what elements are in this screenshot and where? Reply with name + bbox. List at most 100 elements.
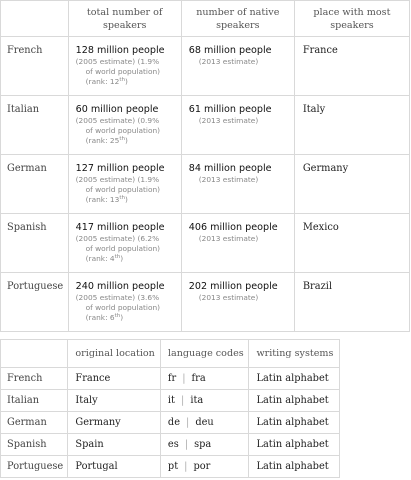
rank-prefix: (rank: 4: [85, 254, 115, 263]
language-name: Portuguese: [7, 281, 64, 292]
language-name: Italian: [0, 389, 69, 412]
native-speakers-block: 61 million people (2013 estimate): [182, 96, 294, 126]
total-speakers-value: 240 million people: [75, 281, 165, 292]
total-speakers-value: 417 million people: [75, 222, 165, 233]
native-speakers-block: 84 million people (2013 estimate): [182, 155, 294, 185]
world-population-note: of world population): [85, 303, 161, 312]
total-speakers-block: 240 million people (2005 estimate) (3.6% o…: [69, 273, 181, 323]
language-cell: Portuguese: [0, 272, 69, 332]
native-estimate-note: (2013 estimate): [198, 234, 259, 243]
total-estimate-note: (2005 estimate) (0.9%: [75, 116, 160, 125]
rank-note: (rank: 6th): [76, 313, 181, 323]
native-speakers-value: 84 million people: [188, 163, 272, 174]
place-cell: Italy: [293, 95, 411, 155]
writing-system: Latin alphabet: [248, 433, 340, 456]
writing-system: Latin alphabet: [248, 389, 340, 412]
header-writing-systems: writing systems: [248, 339, 340, 368]
language-info-table: original location language codes writing…: [0, 339, 340, 478]
rank-ordinal-suffix: th: [119, 195, 125, 201]
rank-note: (rank: 25th): [76, 136, 181, 146]
native-speakers-block: 68 million people (2013 estimate): [182, 37, 294, 67]
header-row: total number of speakers number of nativ…: [0, 0, 411, 37]
language-name: French: [7, 45, 43, 56]
rank-close: ): [124, 77, 128, 86]
language-cell: Italian: [0, 95, 69, 155]
place-cell: Brazil: [293, 272, 411, 332]
language-codes: de | deu: [159, 411, 250, 434]
total-speakers-value: 60 million people: [75, 104, 159, 115]
original-location: Italy: [67, 389, 161, 412]
rank-note: (rank: 4th): [76, 254, 181, 264]
native-speakers-block: 202 million people (2013 estimate): [182, 273, 294, 303]
rank-ordinal-suffix: th: [119, 136, 125, 142]
native-speakers-cell: 61 million people (2013 estimate): [180, 95, 295, 155]
language-cell: German: [0, 154, 69, 214]
total-estimate-note: (2005 estimate) (3.6%: [75, 293, 160, 302]
header-row: original location language codes writing…: [0, 339, 340, 368]
native-estimate-note: (2013 estimate): [198, 293, 259, 302]
language-codes: fr | fra: [159, 367, 250, 390]
native-speakers-value: 68 million people: [188, 45, 272, 56]
place-name: Brazil: [302, 281, 332, 292]
table-row: French 128 million people (2005 estimate) …: [0, 36, 411, 96]
code-separator: |: [184, 461, 188, 472]
total-speakers-block: 127 million people (2005 estimate) (1.9% o…: [69, 155, 181, 205]
native-speakers-cell: 84 million people (2013 estimate): [180, 154, 295, 214]
rank-note: (rank: 13th): [76, 195, 181, 205]
iso-code-2: es: [167, 439, 179, 450]
table-row: Spanish Spain es | spa Latin alphabet: [0, 433, 340, 456]
iso-code-2: it: [167, 395, 175, 406]
original-location: Spain: [67, 433, 161, 456]
world-population-note: of world population): [85, 244, 161, 253]
code-separator: |: [184, 439, 189, 450]
native-speakers-value: 61 million people: [188, 104, 272, 115]
header-native-speakers: number of native speakers: [180, 0, 295, 37]
native-speakers-cell: 68 million people (2013 estimate): [180, 36, 295, 96]
original-location: Portugal: [67, 455, 161, 478]
total-speakers-value: 127 million people: [75, 163, 165, 174]
writing-system: Latin alphabet: [248, 411, 340, 434]
language-codes: it | ita: [159, 389, 250, 412]
header-place-most-speakers: place with most speakers: [293, 0, 411, 37]
header-total-speakers: total number of speakers: [67, 0, 182, 37]
language-name: French: [0, 367, 69, 390]
code-separator: |: [181, 395, 185, 406]
total-estimate-note: (2005 estimate) (6.2%: [75, 234, 160, 243]
language-cell: Spanish: [0, 213, 69, 273]
total-speakers-cell: 60 million people (2005 estimate) (0.9% of…: [67, 95, 182, 155]
language-name: German: [0, 411, 69, 434]
place-name: Italy: [302, 104, 326, 115]
native-speakers-cell: 202 million people (2013 estimate): [180, 272, 295, 332]
total-speakers-cell: 240 million people (2005 estimate) (3.6% o…: [67, 272, 182, 332]
speakers-table: total number of speakers number of nativ…: [0, 0, 411, 332]
total-speakers-block: 128 million people (2005 estimate) (1.9% o…: [69, 37, 181, 87]
place-cell: Mexico: [293, 213, 411, 273]
native-speakers-value: 406 million people: [188, 222, 278, 233]
rank-ordinal-suffix: th: [119, 77, 125, 83]
rank-close: ): [120, 313, 124, 322]
iso-code-2: fr: [167, 373, 177, 384]
language-name: Spanish: [0, 433, 69, 456]
iso-code-2: pt: [167, 461, 179, 472]
code-separator: |: [186, 417, 190, 428]
total-speakers-cell: 417 million people (2005 estimate) (6.2% o…: [67, 213, 182, 273]
native-estimate-note: (2013 estimate): [198, 175, 259, 184]
place-name: Mexico: [302, 222, 339, 233]
language-cell: French: [0, 36, 69, 96]
rank-close: ): [120, 254, 124, 263]
language-name: Italian: [7, 104, 40, 115]
language-codes: es | spa: [159, 433, 250, 456]
table-row: Portuguese 240 million people (2005 estima…: [0, 272, 411, 332]
table-row: Italian 60 million people (2005 estimate) …: [0, 95, 411, 155]
native-estimate-note: (2013 estimate): [198, 116, 259, 125]
place-cell: Germany: [293, 154, 411, 214]
rank-prefix: (rank: 13: [85, 195, 120, 204]
rank-ordinal-suffix: th: [114, 313, 121, 319]
iso-code-3: por: [193, 461, 211, 472]
language-name: Portuguese: [0, 455, 69, 478]
world-population-note: of world population): [85, 67, 161, 76]
native-speakers-cell: 406 million people (2013 estimate): [180, 213, 295, 273]
table-row: German 127 million people (2005 estimate) …: [0, 154, 411, 214]
original-location: France: [67, 367, 161, 390]
header-language-codes: language codes: [159, 339, 250, 368]
